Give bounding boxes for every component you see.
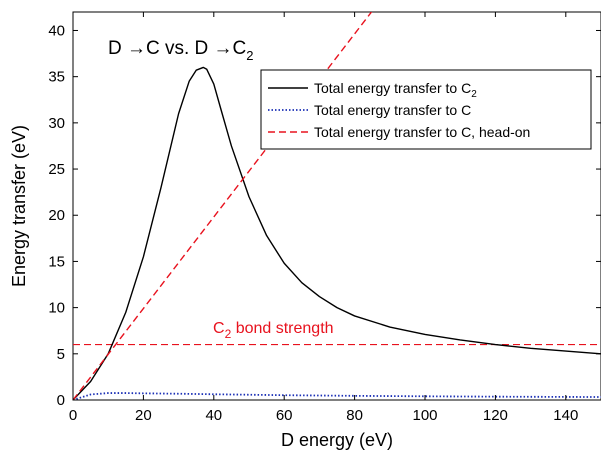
legend-label: Total energy transfer to C, head-on (314, 124, 530, 140)
y-tick-label: 0 (57, 392, 65, 409)
series-line-c2-total (73, 66, 601, 400)
series-layer (73, 12, 601, 400)
x-tick-label: 60 (276, 407, 293, 424)
x-tick-label: 40 (205, 407, 222, 424)
x-axis-label: D energy (eV) (281, 430, 393, 450)
x-tick-label: 120 (483, 407, 508, 424)
x-tick-label: 80 (346, 407, 363, 424)
x-tick-label: 20 (135, 407, 152, 424)
plot-frame (72, 11, 601, 401)
x-tick-label: 100 (412, 407, 437, 424)
y-tick-label: 40 (48, 22, 65, 39)
legend-box (260, 69, 592, 150)
series-line-c-total (73, 392, 601, 400)
y-tick-label: 30 (48, 115, 65, 132)
legend-label-main: Total energy transfer to C (314, 102, 471, 118)
legend-label: Total energy transfer to C (314, 102, 471, 118)
legend-label-main: Total energy transfer to C, head-on (314, 124, 530, 140)
chart-title: D →C vs. D →C2 (108, 38, 254, 63)
reference-label-rest: bond strength (231, 320, 333, 337)
y-axis-ticks: 0 5 10 15 20 25 30 35 40 (48, 22, 601, 409)
x-tick-label: 140 (553, 407, 578, 424)
legend-label: Total energy transfer to C2 (314, 80, 477, 100)
x-tick-label: 0 (69, 407, 77, 424)
legend-label-main: Total energy transfer to C (314, 80, 471, 96)
y-tick-label: 20 (48, 207, 65, 224)
reference-label-subscript: 2 (225, 327, 232, 341)
reference-line-label: C2 bond strength (213, 320, 334, 341)
y-axis-label: Energy transfer (eV) (9, 125, 29, 287)
y-tick-label: 10 (48, 300, 65, 317)
y-tick-label: 35 (48, 69, 65, 86)
x-axis-ticks: 0 20 40 60 80 100 120 140 (69, 12, 578, 424)
plot-area (72, 11, 601, 401)
chart-title-main: D →C vs. D →C (108, 38, 246, 59)
reference-label-main: C (213, 320, 225, 337)
legend-label-subscript: 2 (471, 89, 477, 100)
y-tick-label: 5 (57, 346, 65, 363)
y-tick-label: 25 (48, 161, 65, 178)
chart-title-subscript: 2 (246, 48, 253, 63)
y-tick-label: 15 (48, 253, 65, 270)
